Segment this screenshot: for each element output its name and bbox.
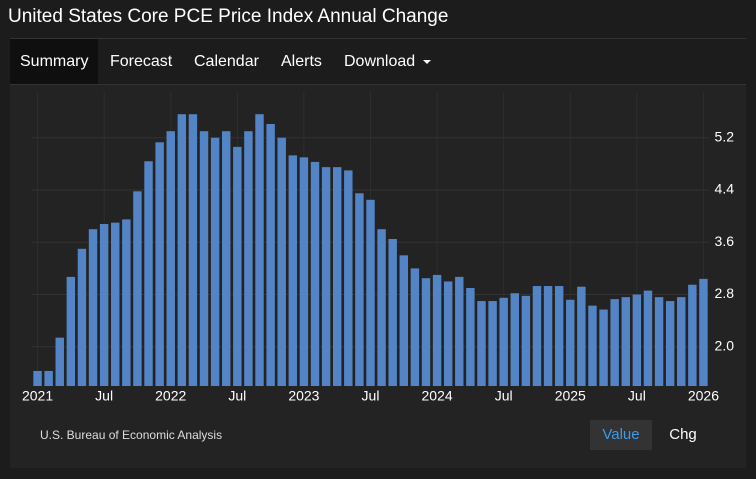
nav-label: Download xyxy=(344,53,416,70)
bar xyxy=(122,219,131,386)
bar xyxy=(321,167,331,386)
x-tick-label: Jul xyxy=(495,388,513,404)
y-tick-label: 2.8 xyxy=(715,285,735,301)
y-tick-label: 2.0 xyxy=(715,338,735,354)
bar xyxy=(77,248,87,386)
bar xyxy=(355,193,364,386)
bar xyxy=(310,161,320,386)
bar xyxy=(388,239,397,386)
bar xyxy=(443,281,453,386)
bar xyxy=(111,222,120,386)
nav-tab[interactable]: Summary xyxy=(10,39,98,84)
bar xyxy=(255,114,264,387)
bar xyxy=(177,114,187,387)
bar xyxy=(166,131,175,386)
bar xyxy=(144,161,153,386)
y-tick-label: 4.4 xyxy=(715,181,735,197)
bar xyxy=(277,137,286,386)
bar xyxy=(432,274,442,386)
bar xyxy=(332,167,342,386)
x-tick-label: Jul xyxy=(95,388,113,404)
bar xyxy=(466,288,475,386)
bar xyxy=(665,301,675,386)
bar xyxy=(155,142,164,386)
x-tick-label: 2024 xyxy=(422,388,453,404)
toggle-button[interactable]: Chg xyxy=(669,426,697,443)
y-tick-label: 3.6 xyxy=(715,233,735,249)
bar xyxy=(133,191,142,386)
bar xyxy=(55,337,64,386)
bar xyxy=(621,297,630,386)
bar xyxy=(654,297,664,386)
toggle-button[interactable]: Value xyxy=(590,420,652,450)
bar xyxy=(699,278,708,386)
bar xyxy=(543,286,553,386)
bar xyxy=(688,284,697,386)
bar xyxy=(233,146,242,386)
x-tick-label: Jul xyxy=(362,388,380,404)
bar xyxy=(554,286,564,386)
bar xyxy=(188,114,198,387)
y-tick-label: 5.2 xyxy=(715,128,735,144)
bar xyxy=(299,157,309,386)
x-tick-label: 2022 xyxy=(155,388,186,404)
bar xyxy=(610,299,619,386)
nav-tab[interactable]: Forecast xyxy=(110,53,173,70)
bar xyxy=(566,299,575,386)
source-note: U.S. Bureau of Economic Analysis xyxy=(40,428,223,442)
x-tick-label: Jul xyxy=(628,388,646,404)
nav-bar: Summary Forecast Calendar Alerts Downloa… xyxy=(10,38,746,85)
bar xyxy=(33,370,42,386)
bar xyxy=(410,268,420,386)
bar xyxy=(66,276,76,386)
nav-tab[interactable]: Calendar xyxy=(194,53,259,70)
bar xyxy=(244,131,253,386)
bar xyxy=(266,124,275,386)
x-tick-label: Jul xyxy=(228,388,246,404)
bar xyxy=(677,297,686,386)
bar xyxy=(599,309,608,386)
bar xyxy=(44,370,53,386)
bar xyxy=(210,137,220,386)
bar xyxy=(399,255,409,386)
bar xyxy=(421,278,431,386)
x-tick-label: 2026 xyxy=(688,388,719,404)
bar xyxy=(288,155,298,386)
bar xyxy=(577,286,586,386)
bar xyxy=(477,301,486,386)
bar xyxy=(377,229,386,386)
bar xyxy=(532,286,542,386)
bar xyxy=(521,295,531,386)
bar xyxy=(222,131,231,386)
caret-icon xyxy=(423,59,432,64)
bar xyxy=(99,223,109,386)
bar xyxy=(499,297,508,386)
bar xyxy=(88,229,98,386)
bar xyxy=(488,301,497,386)
bar xyxy=(643,290,653,386)
bar xyxy=(588,305,597,386)
bar xyxy=(632,294,642,386)
nav-tab[interactable]: Alerts xyxy=(281,53,322,70)
page-title: United States Core PCE Price Index Annua… xyxy=(8,6,449,27)
bar xyxy=(366,199,375,386)
x-tick-label: 2023 xyxy=(288,388,319,404)
bar xyxy=(510,293,519,386)
bar xyxy=(455,276,464,386)
x-tick-label: 2025 xyxy=(555,388,586,404)
nav-dropdown[interactable]: Download xyxy=(334,39,441,84)
x-tick-label: 2021 xyxy=(22,388,53,404)
bar xyxy=(344,170,353,386)
bar xyxy=(199,131,209,386)
